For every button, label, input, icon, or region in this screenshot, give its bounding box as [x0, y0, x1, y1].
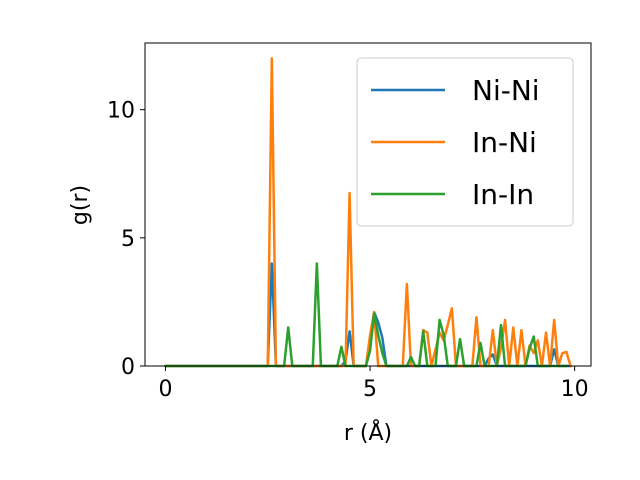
legend: Ni-Ni In-Ni In-In [356, 57, 574, 227]
x-tick-label: 5 [363, 377, 377, 402]
y-tick-label: 5 [121, 227, 135, 252]
legend-label-in-in: In-In [472, 178, 534, 211]
y-tick-label: 0 [121, 355, 135, 380]
x-tick-label: 10 [561, 377, 589, 402]
x-axis-label: r (Å) [344, 419, 392, 446]
plot-area-frame [144, 42, 592, 367]
y-axis-label: g(r) [68, 185, 93, 225]
y-tick-label: 10 [107, 99, 135, 124]
x-tick-label: 0 [158, 377, 172, 402]
legend-label-ni-ni: Ni-Ni [472, 74, 540, 107]
axes-layer [144, 42, 592, 367]
legend-label-in-ni: In-Ni [472, 126, 537, 159]
series-line-in-in [164, 262, 568, 368]
ticks-layer: 0 5 10 0 5 10 [107, 99, 589, 402]
legend-box [356, 57, 574, 227]
